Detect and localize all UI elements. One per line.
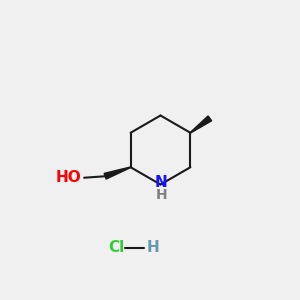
Text: HO: HO: [56, 170, 82, 185]
Text: N: N: [155, 175, 167, 190]
Text: Cl: Cl: [108, 240, 124, 255]
Text: H: H: [155, 188, 167, 202]
Text: H: H: [146, 240, 159, 255]
Polygon shape: [104, 167, 131, 179]
Polygon shape: [190, 116, 212, 133]
